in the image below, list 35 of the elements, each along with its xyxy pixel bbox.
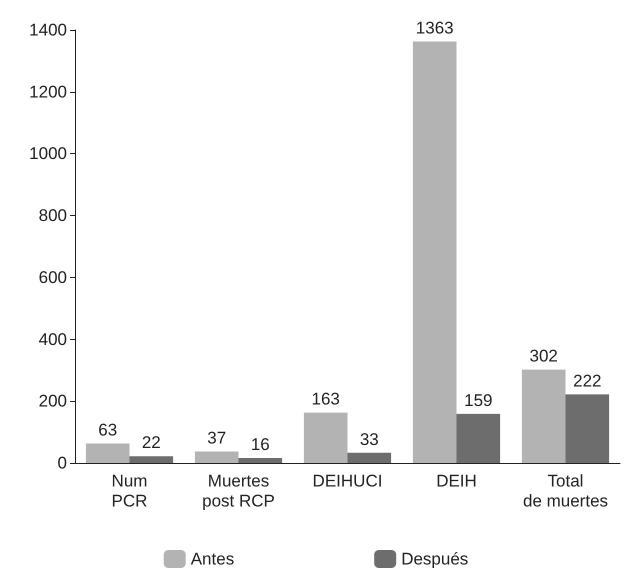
bar [412, 41, 456, 463]
data-label: 33 [360, 430, 379, 449]
data-label: 222 [573, 371, 602, 390]
bar [456, 414, 500, 463]
x-tick-label: Num PCR [112, 472, 148, 510]
bar [348, 452, 392, 463]
data-label: 163 [312, 390, 340, 409]
x-tick-label: DEIHUCI [312, 472, 382, 490]
x-tick-label: Muertes post RCP [202, 472, 275, 510]
bar [304, 412, 348, 463]
bar [238, 458, 282, 463]
bar [86, 444, 130, 463]
y-tick-label: 0 [58, 454, 67, 472]
bar [130, 456, 174, 463]
y-tick-label: 600 [38, 268, 67, 287]
data-label: 16 [250, 435, 270, 454]
bar [566, 394, 610, 463]
data-label: 1363 [416, 18, 454, 38]
data-label: 63 [98, 420, 118, 440]
data-label: 302 [530, 346, 558, 366]
data-label: 37 [207, 428, 226, 448]
y-tick-label: 1000 [29, 144, 67, 164]
y-tick-label: 800 [38, 206, 67, 226]
data-label: 159 [464, 390, 492, 410]
y-tick-label: 400 [38, 330, 67, 349]
data-label: 22 [142, 433, 161, 452]
bar [522, 370, 566, 463]
y-tick-label: 1400 [29, 20, 67, 40]
y-tick-label: 200 [38, 392, 67, 411]
y-tick-label: 1200 [29, 82, 67, 102]
x-tick-label: Total de muertes [522, 472, 608, 510]
x-tick-label: DEIH [436, 472, 477, 490]
legend-label: Antes [190, 550, 234, 568]
bar [194, 452, 238, 463]
legend-label: Después [401, 550, 468, 568]
